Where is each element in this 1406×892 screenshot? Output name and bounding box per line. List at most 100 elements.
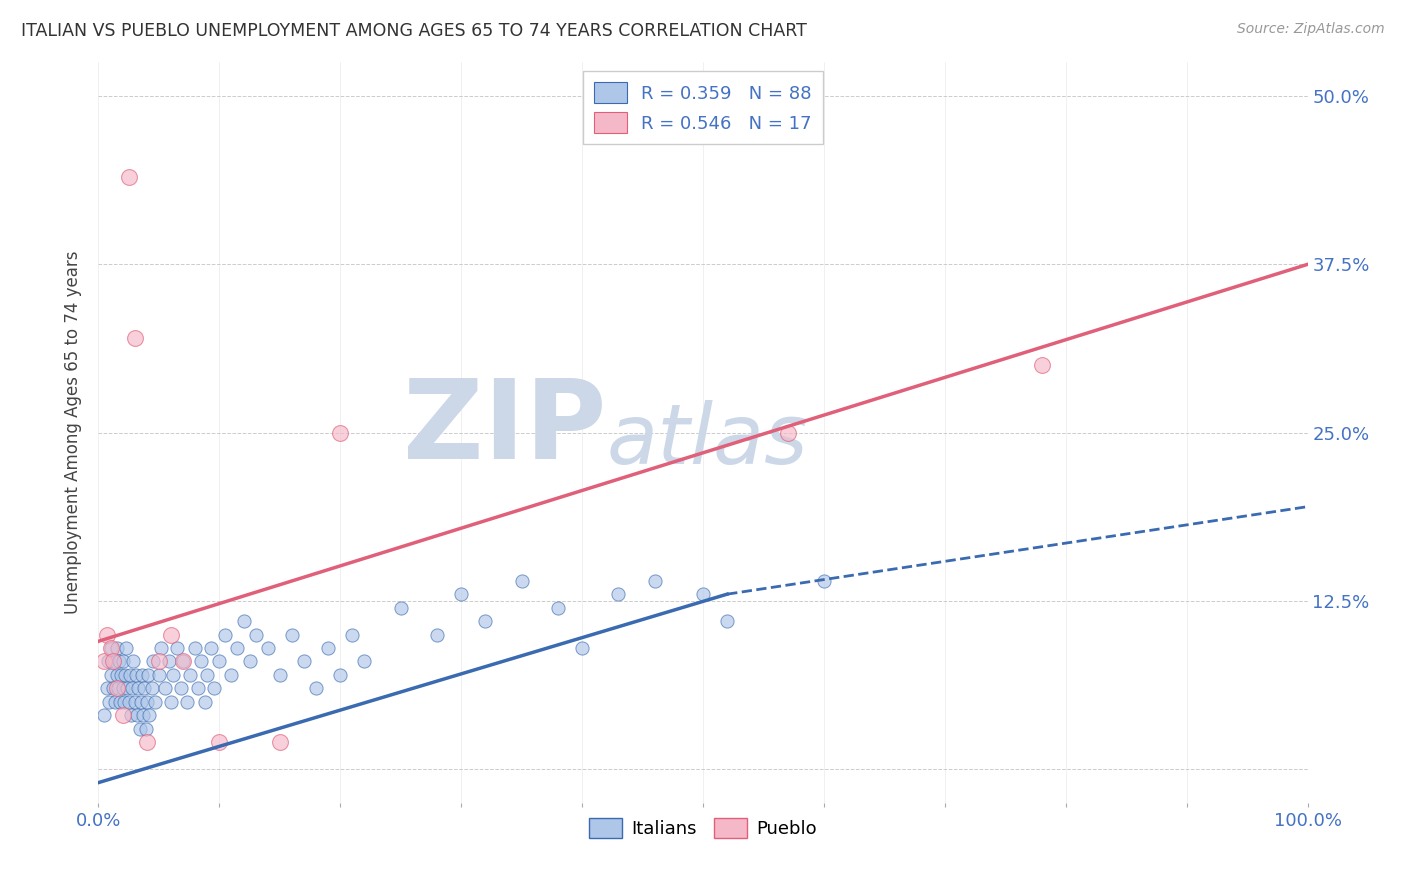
Point [547, 600, 569, 615]
Point [316, 640, 339, 655]
Point [208, 655, 231, 669]
Point [122, 655, 145, 669]
Point [100, 640, 122, 655]
Point [111, 681, 134, 696]
Point [179, 668, 201, 682]
Point [184, 640, 207, 655]
Point [129, 695, 152, 709]
Point [93, 708, 115, 723]
Point [169, 681, 191, 696]
Point [111, 708, 134, 723]
Point [135, 722, 157, 736]
Text: Source: ZipAtlas.com: Source: ZipAtlas.com [1237, 22, 1385, 37]
Point [108, 655, 131, 669]
Point [305, 681, 328, 696]
Point [245, 627, 267, 641]
Point [200, 640, 222, 655]
Point [150, 640, 173, 655]
Point [118, 169, 141, 184]
Point [607, 587, 630, 601]
Point [813, 574, 835, 588]
Point [571, 640, 593, 655]
Point [269, 668, 291, 682]
Point [426, 627, 449, 641]
Point [105, 640, 128, 655]
Point [136, 668, 159, 682]
Point [160, 695, 183, 709]
Point [256, 640, 278, 655]
Point [389, 600, 412, 615]
Point [112, 695, 135, 709]
Point [107, 681, 129, 696]
Legend: Italians, Pueblo: Italians, Pueblo [582, 810, 824, 846]
Point [474, 614, 496, 628]
Point [125, 668, 148, 682]
Point [135, 695, 157, 709]
Y-axis label: Unemployment Among Ages 65 to 74 years: Unemployment Among Ages 65 to 74 years [65, 251, 83, 615]
Point [190, 655, 212, 669]
Point [148, 655, 170, 669]
Point [115, 640, 138, 655]
Point [292, 655, 315, 669]
Point [187, 681, 209, 696]
Point [96, 627, 118, 641]
Point [134, 681, 156, 696]
Point [101, 681, 124, 696]
Point [117, 681, 139, 696]
Point [110, 668, 132, 682]
Point [176, 695, 198, 709]
Point [100, 640, 122, 655]
Point [100, 668, 122, 682]
Point [142, 655, 165, 669]
Point [239, 655, 262, 669]
Point [226, 640, 249, 655]
Point [132, 708, 155, 723]
Point [118, 695, 141, 709]
Point [329, 668, 352, 682]
Point [214, 627, 236, 641]
Text: ITALIAN VS PUEBLO UNEMPLOYMENT AMONG AGES 65 TO 74 YEARS CORRELATION CHART: ITALIAN VS PUEBLO UNEMPLOYMENT AMONG AGE… [21, 22, 807, 40]
Point [96, 681, 118, 696]
Point [128, 722, 150, 736]
Point [644, 574, 666, 588]
Point [114, 668, 136, 682]
Point [510, 574, 533, 588]
Point [342, 627, 364, 641]
Point [127, 708, 149, 723]
Point [172, 655, 194, 669]
Point [121, 681, 143, 696]
Point [166, 640, 188, 655]
Point [104, 695, 127, 709]
Point [124, 695, 146, 709]
Point [148, 668, 170, 682]
Point [329, 425, 352, 440]
Point [269, 735, 291, 749]
Point [221, 668, 243, 682]
Point [1031, 359, 1053, 373]
Text: atlas: atlas [606, 400, 808, 481]
Point [160, 627, 183, 641]
Point [141, 681, 163, 696]
Point [162, 668, 184, 682]
Point [103, 655, 125, 669]
Point [232, 614, 254, 628]
Point [118, 668, 141, 682]
Point [153, 681, 176, 696]
Point [353, 655, 375, 669]
Point [131, 668, 153, 682]
Point [204, 681, 226, 696]
Point [450, 587, 472, 601]
Point [98, 695, 121, 709]
Point [281, 627, 304, 641]
Point [692, 587, 714, 601]
Point [138, 708, 160, 723]
Point [143, 695, 166, 709]
Point [111, 655, 134, 669]
Point [108, 695, 131, 709]
Point [101, 655, 124, 669]
Point [105, 668, 128, 682]
Point [208, 735, 231, 749]
Point [105, 681, 128, 696]
Point [120, 708, 142, 723]
Point [716, 614, 738, 628]
